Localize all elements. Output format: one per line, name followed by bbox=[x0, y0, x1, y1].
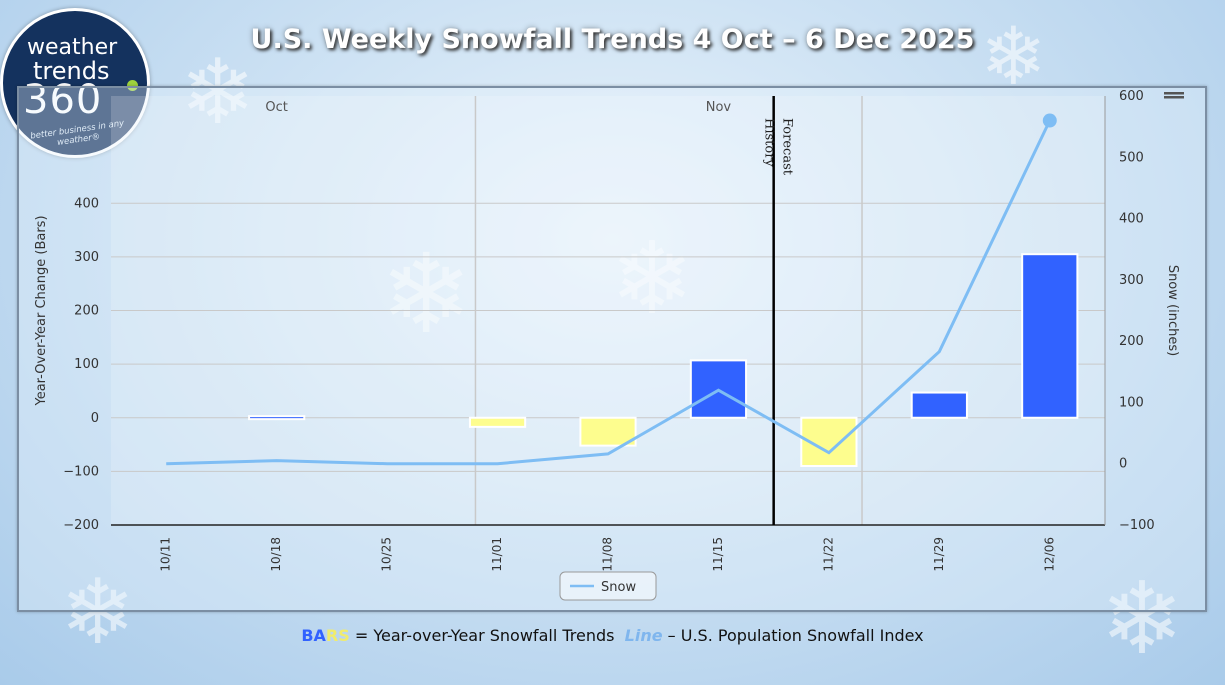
snow-line-point bbox=[1042, 113, 1057, 128]
y-tick-label-left: 0 bbox=[91, 411, 99, 426]
caption-bars-yellow: RS bbox=[325, 626, 350, 645]
caption-line-label: Line bbox=[624, 626, 663, 645]
y-tick-label-right: 500 bbox=[1119, 150, 1144, 165]
divider-label-forecast: Forecast bbox=[780, 118, 795, 176]
x-tick-label: 10/11 bbox=[159, 537, 173, 572]
bar bbox=[1021, 253, 1079, 419]
x-tick-label: 10/25 bbox=[380, 537, 394, 572]
caption-bars-blue: BA bbox=[301, 626, 326, 645]
month-label: Nov bbox=[706, 100, 732, 115]
chart-caption: BARS = Year-over-Year Snowfall Trends Li… bbox=[0, 626, 1225, 645]
chart-svg: −200 −100 0 100 200 300 400 −100 0 100 200 300 400 50… bbox=[34, 89, 1184, 601]
y-tick-label-right: −100 bbox=[1119, 518, 1155, 533]
y-tick-label-left: 100 bbox=[74, 357, 99, 372]
x-tick-label: 11/22 bbox=[821, 537, 835, 572]
y-tick-label-left: 200 bbox=[74, 304, 99, 319]
x-tick-label: 12/06 bbox=[1042, 537, 1056, 572]
y-tick-label-left: 300 bbox=[74, 250, 99, 265]
y-tick-label-right: 100 bbox=[1119, 395, 1144, 410]
y-tick-label-left: −200 bbox=[63, 518, 99, 533]
x-tick-label: 11/29 bbox=[932, 537, 946, 572]
bar bbox=[579, 416, 637, 447]
menu-icon bbox=[1164, 92, 1184, 95]
x-tick-label: 11/08 bbox=[601, 537, 615, 572]
bar bbox=[910, 391, 968, 419]
bar bbox=[248, 415, 306, 421]
caption-bars-label: BARS bbox=[301, 626, 349, 645]
y-tick-label-right: 300 bbox=[1119, 273, 1144, 288]
menu-icon bbox=[1164, 96, 1184, 99]
logo-green-dot bbox=[127, 80, 138, 91]
chart-frame: −200 −100 0 100 200 300 400 −100 0 100 200 300 400 50… bbox=[17, 86, 1207, 612]
logo-text-trends: trends bbox=[33, 57, 110, 85]
caption-line-text: – U.S. Population Snowfall Index bbox=[662, 626, 924, 645]
bar bbox=[468, 416, 527, 428]
caption-bars-text: = Year-over-Year Snowfall Trends bbox=[349, 626, 625, 645]
y-axis-title-left: Year-Over-Year Change (Bars) bbox=[34, 215, 49, 406]
x-tick-label: 11/01 bbox=[490, 537, 504, 572]
logo-text-weather: weather bbox=[27, 35, 118, 60]
y-tick-label-right: 400 bbox=[1119, 212, 1144, 227]
legend-label-snow: Snow bbox=[601, 580, 636, 595]
legend-box bbox=[559, 571, 657, 601]
logo-text-360: 360 bbox=[23, 77, 103, 123]
x-tick-label: 11/15 bbox=[711, 537, 725, 572]
y-tick-label-right: 600 bbox=[1119, 89, 1144, 104]
divider-label-history: History bbox=[762, 118, 777, 167]
y-tick-label-right: 200 bbox=[1119, 334, 1144, 349]
y-axis-title-right: Snow (inches) bbox=[1165, 265, 1180, 356]
month-label: Oct bbox=[265, 100, 287, 115]
x-tick-label: 10/18 bbox=[269, 537, 283, 572]
weathertrends360-logo: weather trends 360 better business in an… bbox=[0, 8, 150, 158]
y-tick-label-left: −100 bbox=[63, 464, 99, 479]
y-tick-label-right: 0 bbox=[1119, 457, 1127, 472]
y-tick-label-left: 400 bbox=[74, 196, 99, 211]
chart-title: U.S. Weekly Snowfall Trends 4 Oct – 6 De… bbox=[250, 24, 975, 55]
